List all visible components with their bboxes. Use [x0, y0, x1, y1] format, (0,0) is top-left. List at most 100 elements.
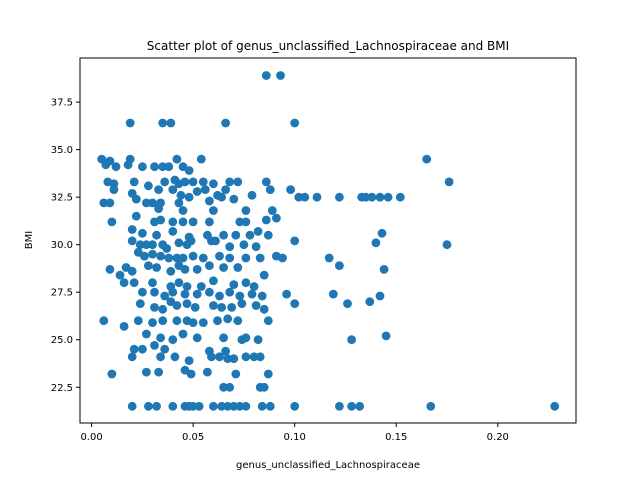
data-point [367, 192, 377, 202]
y-tick-label: 32.5 [51, 193, 73, 204]
data-point [176, 190, 186, 200]
data-point [174, 278, 184, 288]
data-point [290, 299, 300, 308]
data-point [119, 322, 129, 331]
data-point [371, 238, 381, 248]
data-point [239, 240, 249, 250]
data-point [247, 190, 257, 200]
x-axis-ticks: 0.00 0.05 0.10 0.15 0.20 [80, 423, 509, 443]
y-tick-label: 37.5 [51, 98, 73, 109]
data-point [192, 289, 202, 299]
y-axis-label: BMI [24, 231, 35, 249]
data-point [129, 177, 139, 187]
data-point [209, 206, 218, 215]
plot-frame [79, 57, 577, 424]
data-point [109, 185, 119, 195]
data-point [158, 304, 168, 314]
data-point [209, 301, 218, 310]
data-point [233, 316, 243, 326]
data-point [129, 344, 139, 354]
data-point [290, 118, 300, 128]
data-point [192, 187, 202, 196]
data-point [184, 356, 194, 365]
x-tick-label: 0.10 [284, 432, 306, 443]
data-point [150, 303, 159, 312]
data-point [263, 369, 273, 379]
data-point [158, 316, 168, 326]
data-point [188, 217, 198, 227]
data-point [241, 401, 251, 411]
data-point [257, 401, 267, 411]
data-point [186, 236, 196, 246]
y-tick-label: 30.0 [51, 240, 73, 251]
data-point [213, 316, 222, 326]
data-point [215, 352, 224, 362]
data-point [156, 333, 166, 343]
data-point [347, 401, 356, 411]
data-point [154, 185, 164, 195]
data-point [209, 276, 218, 286]
data-point [335, 192, 344, 202]
data-point [190, 303, 200, 312]
data-point [135, 240, 145, 250]
data-point [209, 179, 218, 189]
data-point [241, 278, 251, 288]
data-point [290, 236, 300, 246]
data-point [148, 278, 157, 288]
data-point [221, 118, 231, 128]
data-point [178, 253, 188, 263]
data-point [241, 253, 251, 263]
data-point [166, 118, 176, 128]
data-point [168, 287, 178, 297]
data-point [219, 230, 229, 240]
data-point [127, 401, 137, 411]
data-point [261, 177, 271, 187]
data-points [97, 71, 560, 411]
data-point [231, 369, 241, 379]
data-point [115, 270, 125, 280]
data-point [196, 282, 206, 291]
data-point [168, 217, 178, 227]
data-point [375, 192, 385, 202]
data-point [180, 289, 190, 299]
data-point [158, 118, 168, 128]
data-point [160, 291, 170, 301]
data-point [127, 236, 137, 246]
data-point [168, 401, 178, 411]
data-point [241, 206, 251, 215]
data-point [198, 177, 208, 187]
x-tick-label: 0.20 [487, 432, 509, 443]
data-point [383, 192, 393, 202]
data-point [312, 192, 322, 202]
data-point [200, 185, 210, 195]
data-point [235, 291, 245, 301]
data-point [154, 367, 164, 377]
data-point [251, 301, 261, 310]
data-point [361, 192, 371, 202]
data-point [375, 291, 385, 301]
data-point [221, 185, 231, 195]
data-point [225, 382, 235, 392]
data-point [290, 401, 300, 411]
data-point [335, 261, 344, 270]
data-point [223, 314, 233, 324]
data-point [178, 217, 188, 227]
data-point [178, 206, 188, 215]
data-point [231, 230, 241, 240]
data-point [168, 335, 178, 345]
data-point [335, 401, 344, 411]
data-point [205, 261, 214, 270]
data-point [223, 401, 233, 411]
data-point [223, 354, 233, 364]
data-point [229, 280, 239, 289]
data-point [156, 352, 166, 362]
data-point [225, 242, 235, 252]
data-point [148, 240, 157, 250]
x-tick-label: 0.05 [182, 432, 204, 443]
data-point [259, 382, 269, 392]
data-point [347, 335, 356, 345]
data-point [135, 299, 145, 308]
data-point [225, 177, 235, 187]
data-point [172, 316, 182, 326]
data-point [164, 253, 174, 263]
